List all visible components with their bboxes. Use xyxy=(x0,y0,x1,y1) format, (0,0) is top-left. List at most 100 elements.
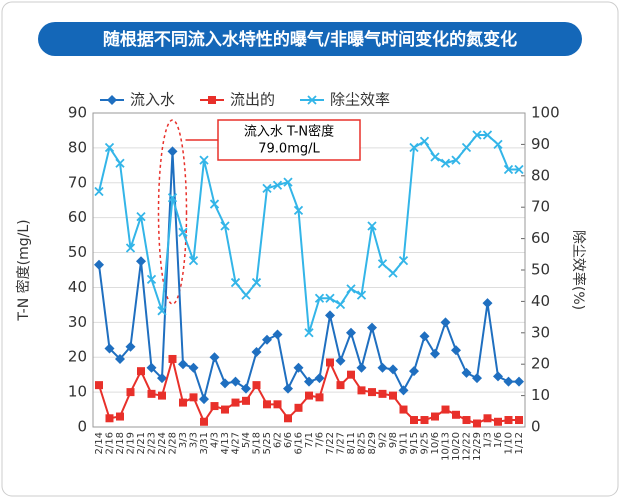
point xyxy=(94,259,104,270)
annotation-text: 流入水 T-N密度 xyxy=(244,124,334,140)
point xyxy=(398,255,409,266)
x-tick-label: 9/15 xyxy=(409,432,420,454)
point xyxy=(272,329,283,340)
x-tick-label: 2/18 xyxy=(115,432,126,454)
point xyxy=(188,255,199,266)
x-tick-label: 6/2 xyxy=(273,432,284,448)
y-tick-label: 10 xyxy=(68,383,87,401)
x-tick-label: 9/2 xyxy=(378,432,389,448)
annotation-box xyxy=(217,119,361,161)
point xyxy=(325,293,335,303)
point xyxy=(399,405,408,414)
point xyxy=(514,376,524,387)
y-tick-label: 60 xyxy=(68,208,87,226)
point xyxy=(231,398,240,407)
y2-tick-label: 70 xyxy=(531,198,550,216)
point xyxy=(251,346,262,357)
y2-tick-label: 60 xyxy=(531,229,550,247)
x-tick-label: 7/6 xyxy=(315,432,326,448)
x-tick-label: 4/3 xyxy=(210,432,221,448)
point xyxy=(431,412,439,421)
point xyxy=(283,177,293,187)
point xyxy=(199,155,209,165)
x-tick-label: 7/22 xyxy=(325,432,336,454)
point xyxy=(462,416,471,425)
point xyxy=(398,385,409,396)
point xyxy=(494,417,502,426)
point xyxy=(230,277,241,288)
x-tick-label: 6/16 xyxy=(294,432,305,454)
point xyxy=(441,405,450,414)
point xyxy=(493,139,503,150)
x-tick-label: 1/6 xyxy=(493,432,504,448)
point xyxy=(263,400,271,409)
x-tick-label: 5/18 xyxy=(252,432,263,454)
point xyxy=(326,358,334,367)
point xyxy=(410,416,418,425)
point xyxy=(251,277,262,288)
point xyxy=(472,130,482,140)
point xyxy=(146,274,157,285)
chart-title: 随根据不同流入水特性的曝气/非曝气时间变化的氮变化 xyxy=(103,29,517,50)
point xyxy=(440,317,451,328)
annotation-text: 79.0mg/L xyxy=(258,142,320,157)
point xyxy=(473,419,481,428)
x-tick-label: 2/21 xyxy=(136,432,147,454)
point xyxy=(409,366,419,377)
point xyxy=(451,155,461,165)
y-tick-label: 40 xyxy=(68,278,87,296)
point xyxy=(273,400,282,409)
x-tick-label: 2/23 xyxy=(147,432,158,454)
point xyxy=(147,389,156,398)
y2-tick-label: 40 xyxy=(531,292,550,310)
point xyxy=(241,290,251,300)
x-tick-label: 2/19 xyxy=(126,432,137,454)
point xyxy=(221,405,229,414)
point xyxy=(94,186,104,197)
point xyxy=(346,284,356,294)
point xyxy=(293,205,304,215)
point xyxy=(367,221,377,231)
point xyxy=(283,383,293,394)
x-tick-label: 10/6 xyxy=(430,432,441,454)
point xyxy=(420,416,429,425)
title-banner xyxy=(38,22,582,56)
point xyxy=(347,370,355,379)
x-tick-label: 7/1 xyxy=(304,432,315,448)
point xyxy=(294,403,303,412)
x-tick-label: 2/28 xyxy=(168,432,179,454)
point xyxy=(452,410,460,419)
point xyxy=(430,348,440,359)
point xyxy=(461,367,472,378)
point xyxy=(210,402,219,411)
point xyxy=(252,381,261,390)
legend-label: 流出的 xyxy=(230,91,275,109)
point xyxy=(220,378,230,389)
point xyxy=(357,386,366,395)
point xyxy=(178,359,188,370)
legend-label: 除尘效率 xyxy=(330,91,390,109)
point xyxy=(95,381,103,390)
point xyxy=(315,393,324,402)
point xyxy=(356,290,367,300)
point xyxy=(116,412,124,421)
point xyxy=(388,364,398,375)
x-tick-label: 8/29 xyxy=(367,432,378,454)
point xyxy=(178,227,188,237)
point xyxy=(284,414,292,423)
point xyxy=(209,352,220,363)
y2-axis-label: 除尘效率(%) xyxy=(570,230,587,310)
y-tick-label: 90 xyxy=(68,104,87,122)
y2-tick-label: 30 xyxy=(531,323,550,341)
x-tick-label: 8/11 xyxy=(346,432,357,454)
point xyxy=(482,298,493,309)
y-tick-label: 50 xyxy=(68,243,87,261)
point xyxy=(377,362,388,373)
point xyxy=(157,373,167,384)
point xyxy=(137,367,145,376)
point xyxy=(451,345,461,356)
y2-tick-label: 0 xyxy=(531,418,541,436)
point xyxy=(388,268,398,278)
point xyxy=(242,396,250,405)
point xyxy=(336,381,345,390)
